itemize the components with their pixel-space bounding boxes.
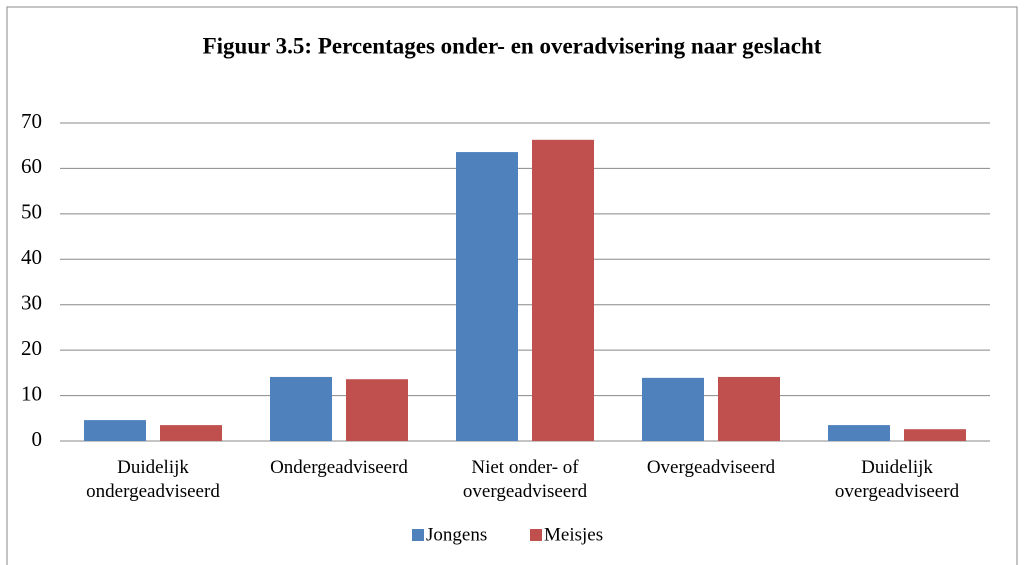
x-tick-label: Niet onder- of overgeadviseerd <box>462 457 588 502</box>
y-tick-label: 60 <box>21 154 42 178</box>
bar <box>718 376 780 441</box>
bar <box>84 420 146 441</box>
bar <box>160 425 222 441</box>
y-tick-label: 0 <box>32 427 43 451</box>
y-tick-label: 10 <box>21 381 42 405</box>
bar <box>346 379 408 441</box>
legend-label: Jongens <box>426 524 487 545</box>
bar <box>456 152 518 441</box>
x-tick-label: Overgeadviseerd <box>646 457 776 478</box>
y-tick-label: 50 <box>21 200 42 224</box>
x-tick-label: Duidelijk ondergeadviseerd <box>86 457 220 502</box>
y-tick-label: 70 <box>21 109 42 133</box>
x-tick-label: Ondergeadviseerd <box>270 457 408 478</box>
bar <box>532 139 594 441</box>
bar <box>904 429 966 441</box>
legend-label: Meisjes <box>544 524 603 545</box>
bar <box>828 425 890 441</box>
bar <box>642 377 704 441</box>
y-tick-label: 20 <box>21 336 42 360</box>
chart-title: Figuur 3.5: Percentages onder- en overad… <box>203 33 822 58</box>
bar <box>270 376 332 441</box>
frame <box>6 6 1018 565</box>
legend-swatch <box>412 529 424 541</box>
y-tick-label: 30 <box>21 291 42 315</box>
legend-swatch <box>530 529 542 541</box>
y-tick-label: 40 <box>21 245 42 269</box>
x-tick-label: Duidelijk overgeadviseerd <box>834 457 960 502</box>
